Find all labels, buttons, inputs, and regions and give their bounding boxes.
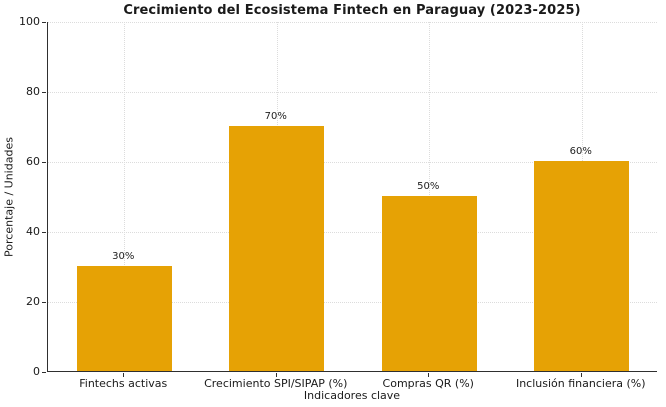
y-tick-mark-20	[42, 302, 46, 303]
plot-area	[47, 22, 657, 372]
x-tick-label-3: Compras QR (%)	[382, 377, 474, 390]
y-gridline-20	[48, 302, 657, 303]
y-tick-label-100: 100	[19, 15, 40, 28]
bar-value-label-2: 70%	[264, 111, 287, 122]
bar-1	[76, 266, 172, 371]
x-tick-mark-4	[580, 373, 582, 377]
y-tick-label-20: 20	[26, 295, 40, 308]
x-tick-label-2: Crecimiento SPI/SIPAP (%)	[204, 377, 348, 390]
bar-3	[381, 196, 477, 371]
bar-4	[534, 161, 630, 371]
x-axis-label: Indicadores clave	[303, 389, 401, 402]
y-tick-mark-60	[42, 162, 46, 163]
chart-title: Crecimiento del Ecosistema Fintech en Pa…	[123, 3, 581, 18]
x-tick-mark-2	[275, 373, 277, 377]
y-tick-mark-80	[42, 92, 46, 93]
y-gridline-40	[48, 232, 657, 233]
y-gridline-80	[48, 92, 657, 93]
bar-2	[229, 126, 325, 371]
y-gridline-100	[48, 22, 657, 23]
y-tick-label-60: 60	[26, 155, 40, 168]
y-gridline-60	[48, 162, 657, 163]
y-tick-mark-40	[42, 232, 46, 233]
y-tick-label-40: 40	[26, 225, 40, 238]
bar-value-label-4: 60%	[569, 146, 592, 157]
y-tick-mark-100	[42, 22, 46, 23]
bar-value-label-1: 30%	[112, 251, 135, 262]
y-tick-label-80: 80	[26, 85, 40, 98]
y-tick-mark-0	[42, 372, 46, 373]
y-tick-label-0: 0	[33, 365, 40, 378]
bar-value-label-3: 50%	[417, 181, 440, 192]
x-gridline-1	[124, 22, 126, 371]
x-tick-mark-3	[428, 373, 430, 377]
x-tick-label-4: Inclusión financiera (%)	[515, 377, 646, 390]
x-tick-mark-1	[123, 373, 125, 377]
x-tick-label-1: Fintechs activas	[79, 377, 168, 390]
